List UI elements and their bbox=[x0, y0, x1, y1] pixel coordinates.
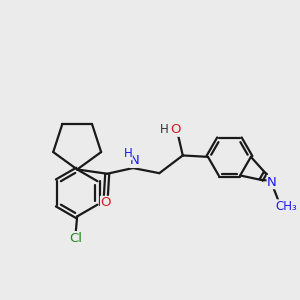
Text: N: N bbox=[267, 176, 277, 189]
Text: Cl: Cl bbox=[69, 232, 82, 244]
Text: O: O bbox=[100, 196, 111, 209]
Text: N: N bbox=[130, 154, 140, 167]
Text: O: O bbox=[170, 123, 181, 136]
Text: H: H bbox=[160, 123, 169, 136]
Text: CH₃: CH₃ bbox=[276, 200, 298, 213]
Text: H: H bbox=[124, 147, 132, 160]
